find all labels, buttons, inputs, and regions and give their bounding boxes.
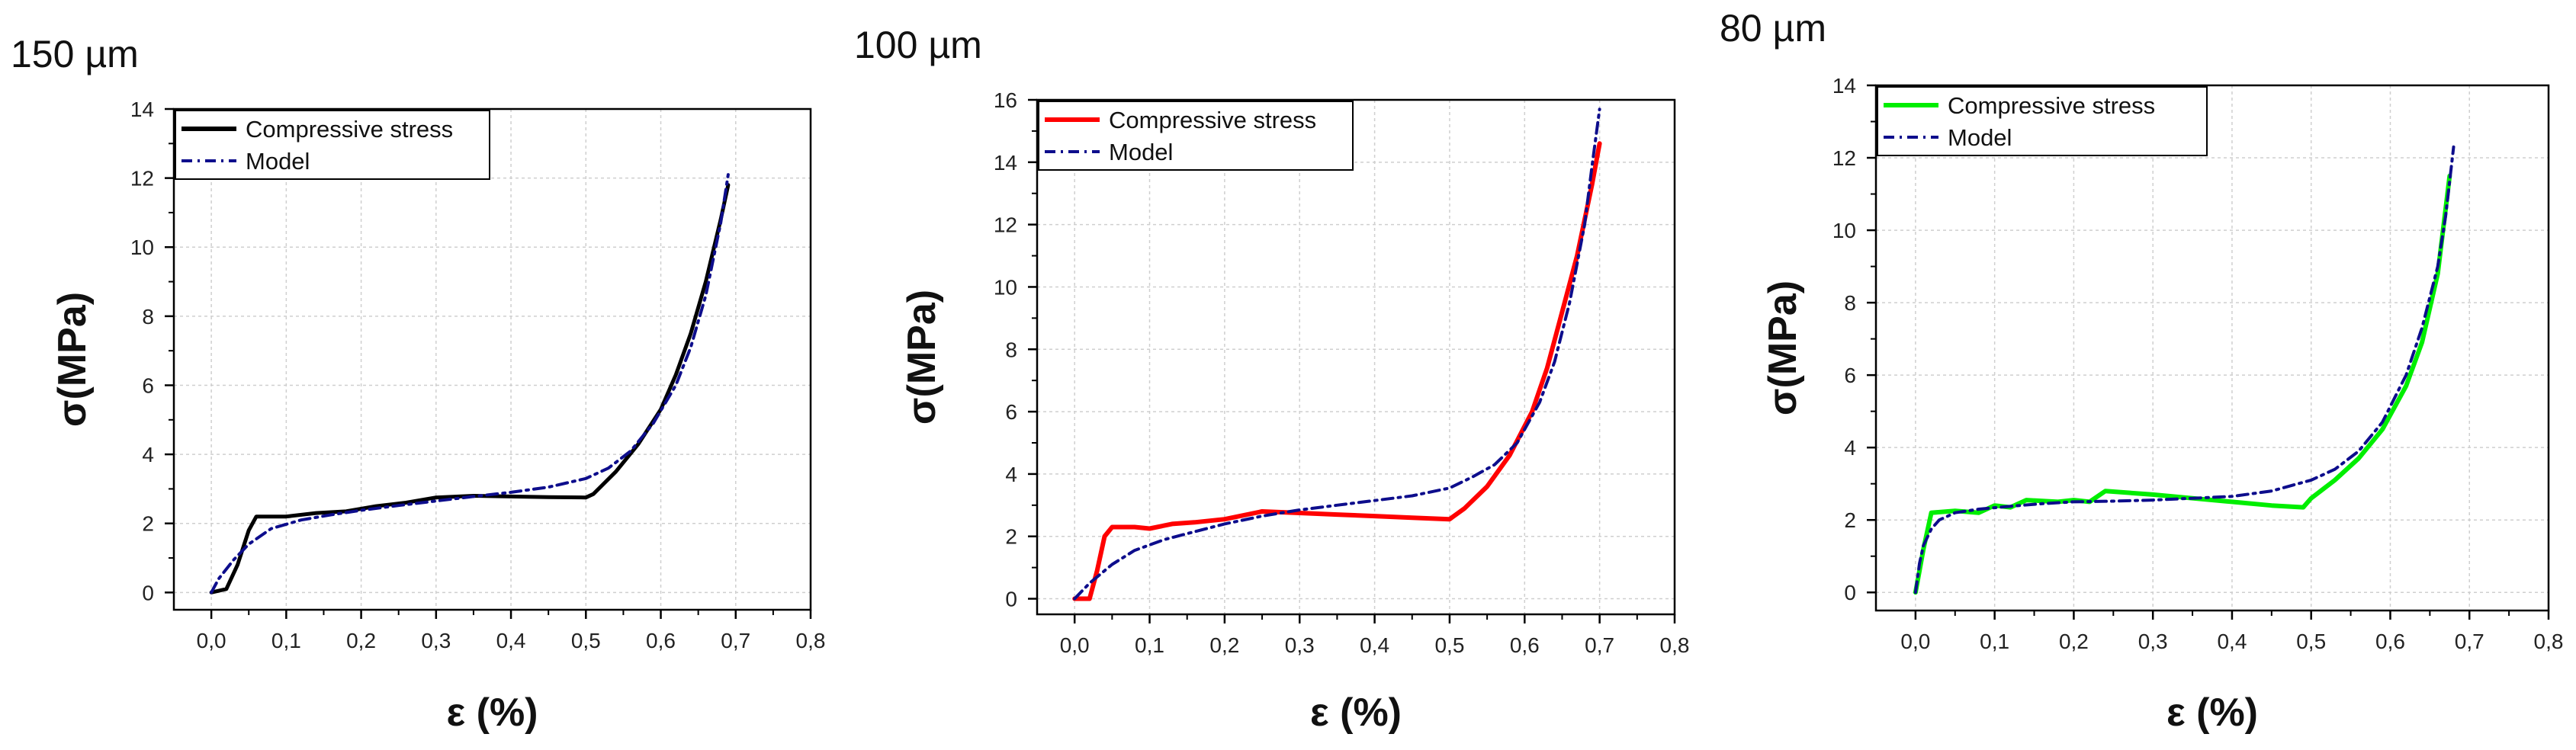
y-tick-label: 6	[1005, 400, 1017, 424]
chart-panel-1: 0,0 0,1 0,2 0,3 0,4 0,5 0,6 0,7 0,8 0 2 4 6 8 10 12 14 Co…	[11, 33, 825, 735]
y-tick-label: 8	[1005, 338, 1017, 361]
x-axis-title: ε (%)	[2166, 691, 2258, 735]
y-tick-label: 12	[994, 213, 1017, 237]
y-tick-label: 0	[1844, 581, 1856, 604]
series-model-line	[1073, 107, 1601, 601]
panel-title: 80 µm	[1720, 7, 1826, 50]
y-tick-label: 10	[994, 275, 1017, 299]
x-tick-label: 0,7	[2455, 630, 2484, 653]
y-tick-label: 4	[1844, 436, 1856, 460]
x-tick-label: 0,3	[2138, 630, 2168, 653]
legend-box	[1877, 86, 2208, 156]
series-compressive-stress-line	[209, 183, 731, 595]
y-axis-title: σ(MPa)	[900, 290, 944, 425]
legend-label-compressive-stress: Compressive stress	[1948, 92, 2155, 119]
x-tick-label: 0,5	[2296, 630, 2326, 653]
series-compressive-stress-line	[1072, 141, 1602, 601]
y-axis-title: σ(MPa)	[50, 292, 95, 427]
x-tick-label: 0,0	[1060, 633, 1090, 657]
y-tick-label: 2	[1844, 508, 1856, 532]
x-tick-label: 0,0	[197, 629, 226, 652]
chart-panel-3: 0,0 0,1 0,2 0,3 0,4 0,5 0,6 0,7 0,8 0 2 4 6 8 10 12 14 Co…	[1720, 7, 2563, 735]
plot-frame	[172, 107, 812, 611]
panel-title: 100 µm	[854, 24, 982, 66]
y-tick-label: 12	[1832, 146, 1856, 170]
x-axis-title: ε (%)	[1310, 691, 1402, 735]
y-tick-label: 2	[142, 512, 154, 536]
x-tick-label: 0,6	[646, 629, 676, 652]
chart-panel-2: 0,0 0,1 0,2 0,3 0,4 0,5 0,6 0,7 0,8 0 2 4 6 8 10 12 14 16…	[854, 24, 1689, 735]
x-tick-label: 0,6	[1510, 633, 1540, 657]
x-tick-label: 0,1	[1135, 633, 1164, 657]
y-tick-label: 4	[142, 443, 154, 466]
y-axis-title: σ(MPa)	[1761, 280, 1805, 415]
x-tick-label: 0,2	[1209, 633, 1239, 657]
legend-box	[1038, 101, 1354, 171]
x-tick-label: 0,4	[2217, 630, 2247, 653]
y-tick-label: 10	[130, 236, 154, 259]
x-tick-label: 0,4	[1360, 633, 1389, 657]
x-tick-label: 0,3	[1285, 633, 1315, 657]
x-axis-title: ε (%)	[447, 691, 538, 735]
y-tick-label: 0	[142, 581, 154, 604]
y-tick-label: 6	[1844, 364, 1856, 387]
x-tick-label: 0,6	[2375, 630, 2405, 653]
y-tick-label: 16	[994, 88, 1017, 112]
y-tick-label: 12	[130, 167, 154, 191]
series-model-line	[1913, 145, 2456, 595]
x-tick-label: 0,3	[421, 629, 451, 652]
legend-box	[175, 110, 490, 180]
legend-label-model: Model	[246, 148, 310, 175]
y-tick-label: 0	[1005, 588, 1017, 611]
x-tick-label: 0,8	[796, 629, 826, 652]
legend-label-model: Model	[1948, 124, 2012, 151]
x-tick-label: 0,7	[721, 629, 750, 652]
series-model-line	[210, 173, 730, 595]
y-tick-label: 8	[142, 305, 154, 329]
plot-frame	[1036, 98, 1676, 616]
y-tick-label: 4	[1005, 463, 1017, 486]
x-tick-label: 0,5	[571, 629, 601, 652]
y-tick-label: 14	[130, 98, 154, 121]
plot-frame	[1874, 84, 2550, 612]
x-tick-label: 0,5	[1434, 633, 1464, 657]
y-tick-label: 2	[1005, 525, 1017, 549]
y-tick-label: 14	[994, 151, 1017, 175]
series-compressive-stress-line	[1913, 173, 2452, 595]
x-tick-label: 0,1	[1980, 630, 2009, 653]
x-tick-label: 0,0	[1900, 630, 1930, 653]
legend-label-compressive-stress: Compressive stress	[246, 116, 453, 143]
x-tick-label: 0,1	[271, 629, 301, 652]
legend-label-compressive-stress: Compressive stress	[1109, 107, 1316, 133]
y-tick-label: 6	[142, 373, 154, 397]
x-tick-label: 0,4	[496, 629, 526, 652]
x-tick-label: 0,8	[2534, 630, 2564, 653]
x-tick-label: 0,7	[1585, 633, 1614, 657]
x-tick-label: 0,2	[2059, 630, 2089, 653]
x-tick-label: 0,8	[1660, 633, 1690, 657]
panel-title: 150 µm	[11, 33, 139, 75]
y-tick-label: 8	[1844, 291, 1856, 315]
y-tick-label: 14	[1832, 74, 1856, 98]
y-tick-label: 10	[1832, 219, 1856, 242]
x-tick-label: 0,2	[346, 629, 376, 652]
legend-label-model: Model	[1109, 139, 1173, 165]
